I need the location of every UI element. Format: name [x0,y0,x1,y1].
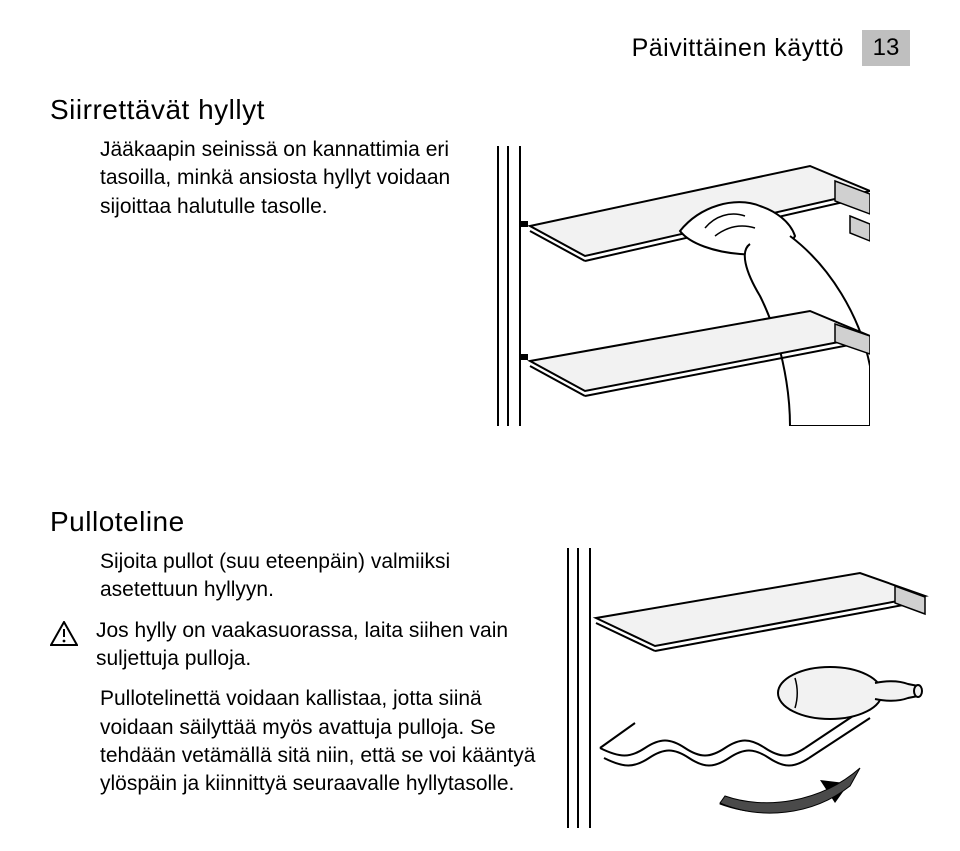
bottle-p3: Pullotelinettä voidaan kallistaa, jotta … [50,685,550,798]
section-shelves-body: Jääkaapin seinissä on kannattimia eri ta… [100,136,470,221]
section-bottle: Sijoita pullot (suu eteenpäin) valmiiksi… [50,548,910,828]
warning-icon [50,621,78,655]
bottle-p1: Sijoita pullot (suu eteenpäin) valmiiksi… [50,548,550,605]
illustration-bottle-rack [560,548,930,828]
section-heading-bottle: Pulloteline [50,506,910,538]
page-number: 13 [862,30,910,66]
illustration-shelves [490,136,910,426]
page-header-title: Päivittäinen käyttö [632,34,844,63]
bottle-p2: Jos hylly on vaakasuorassa, laita siihen… [96,617,550,674]
section-heading-shelves: Siirrettävät hyllyt [50,94,910,126]
section-shelves: Jääkaapin seinissä on kannattimia eri ta… [50,136,910,426]
